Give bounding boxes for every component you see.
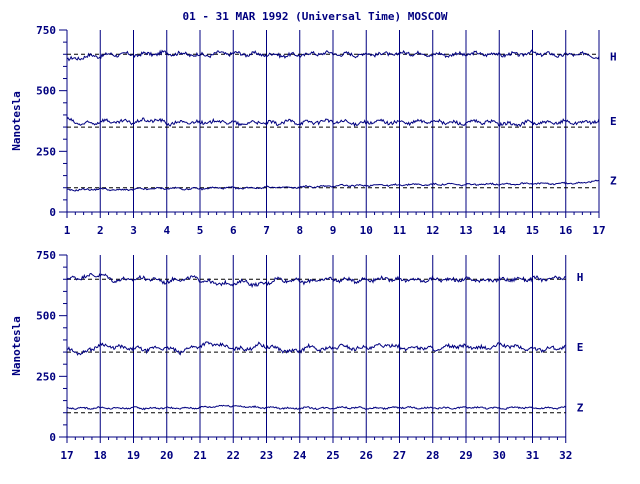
y-tick-label: 750 (36, 24, 56, 37)
x-tick-label: 15 (526, 224, 539, 237)
x-tick-label: 5 (197, 224, 204, 237)
x-tick-label: 1 (64, 224, 71, 237)
x-tick-label: 21 (193, 449, 207, 462)
series-label-e: E (577, 341, 584, 354)
y-tick-label: 0 (49, 431, 56, 444)
y-tick-label: 500 (36, 310, 56, 323)
x-tick-label: 19 (127, 449, 140, 462)
x-tick-label: 10 (360, 224, 373, 237)
series-label-h: H (577, 271, 584, 284)
x-tick-label: 31 (526, 449, 540, 462)
series-line-h (66, 272, 566, 289)
x-tick-label: 4 (163, 224, 170, 237)
x-tick-label: 2 (97, 224, 104, 237)
series-line-z (66, 404, 567, 411)
series-label-e: E (610, 115, 617, 128)
x-tick-label: 14 (493, 224, 507, 237)
x-tick-label: 6 (230, 224, 237, 237)
x-tick-label: 24 (293, 449, 307, 462)
series-line-z (66, 179, 600, 192)
x-tick-label: 13 (459, 224, 472, 237)
x-tick-label: 8 (296, 224, 303, 237)
x-tick-label: 9 (330, 224, 337, 237)
series-label-h: H (610, 51, 617, 64)
series-label-z: Z (610, 174, 617, 187)
x-tick-label: 18 (94, 449, 107, 462)
series-line-e (66, 341, 567, 356)
x-tick-label: 23 (260, 449, 273, 462)
y-tick-label: 250 (36, 370, 56, 383)
x-tick-label: 30 (493, 449, 506, 462)
y-axis-label: Nanotesla (10, 316, 23, 376)
x-tick-label: 7 (263, 224, 270, 237)
x-tick-label: 20 (160, 449, 173, 462)
x-tick-label: 17 (60, 449, 73, 462)
x-tick-label: 32 (559, 449, 572, 462)
x-tick-label: 16 (559, 224, 573, 237)
y-tick-label: 250 (36, 145, 56, 158)
x-tick-label: 29 (459, 449, 472, 462)
x-tick-label: 28 (426, 449, 439, 462)
x-tick-label: 12 (426, 224, 439, 237)
y-tick-label: 0 (49, 206, 56, 219)
chart-title: 01 - 31 MAR 1992 (Universal Time) MOSCOW (183, 10, 448, 23)
x-tick-label: 3 (130, 224, 137, 237)
y-axis-label: Nanotesla (10, 91, 23, 151)
y-tick-label: 500 (36, 85, 56, 98)
x-tick-label: 27 (393, 449, 406, 462)
series-label-z: Z (577, 401, 584, 414)
x-tick-label: 25 (326, 449, 339, 462)
x-tick-label: 22 (227, 449, 240, 462)
x-tick-label: 11 (393, 224, 407, 237)
x-tick-label: 17 (592, 224, 605, 237)
series-line-h (66, 49, 600, 62)
x-tick-label: 26 (360, 449, 374, 462)
series-line-e (66, 116, 600, 128)
y-tick-label: 750 (36, 249, 56, 262)
